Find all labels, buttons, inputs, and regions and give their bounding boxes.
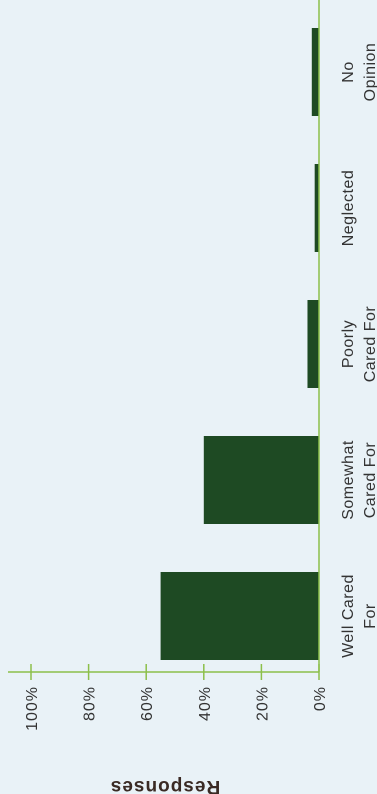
value-tick-label: 60%	[139, 686, 156, 721]
bar-no-opinion	[311, 28, 319, 116]
bars-group	[160, 28, 319, 660]
value-tick-label: 0%	[312, 686, 329, 711]
category-labels-group: Well Cared For Somewhat Cared For Poorly Care…	[340, 43, 377, 658]
category-label-line: Cared For	[362, 442, 377, 519]
category-label-line: Poorly	[340, 320, 357, 368]
value-tick-label: 40%	[197, 686, 214, 721]
category-label-line: No	[340, 61, 357, 82]
value-tick-label: 80%	[82, 686, 99, 721]
category-label-line: For	[362, 603, 377, 629]
category-label: Neglected	[340, 170, 357, 247]
bar-poorly-cared-for	[307, 300, 319, 388]
category-label: Well Cared For	[340, 574, 377, 658]
category-label-line: Cared For	[362, 306, 377, 383]
category-label-line: Well Cared	[340, 574, 357, 658]
bar-neglected	[314, 164, 319, 252]
bar-well-cared-for	[160, 572, 319, 660]
category-label: Poorly Cared For	[340, 306, 377, 383]
category-label-line: Neglected	[340, 170, 357, 247]
y-axis-title: Responses	[110, 776, 220, 794]
category-label: No Opinion	[340, 43, 377, 102]
bar-somewhat-cared-for	[203, 436, 319, 524]
value-tick-label: 20%	[254, 686, 271, 721]
value-tick-label: 100%	[24, 686, 41, 731]
ticks-group: 100% 80% 60% 40% 20% 0%	[24, 664, 329, 731]
axes-group	[8, 0, 320, 673]
category-label-line: Opinion	[362, 43, 377, 102]
category-label-line: Somewhat	[340, 440, 357, 520]
category-label: Somewhat Cared For	[340, 440, 377, 520]
